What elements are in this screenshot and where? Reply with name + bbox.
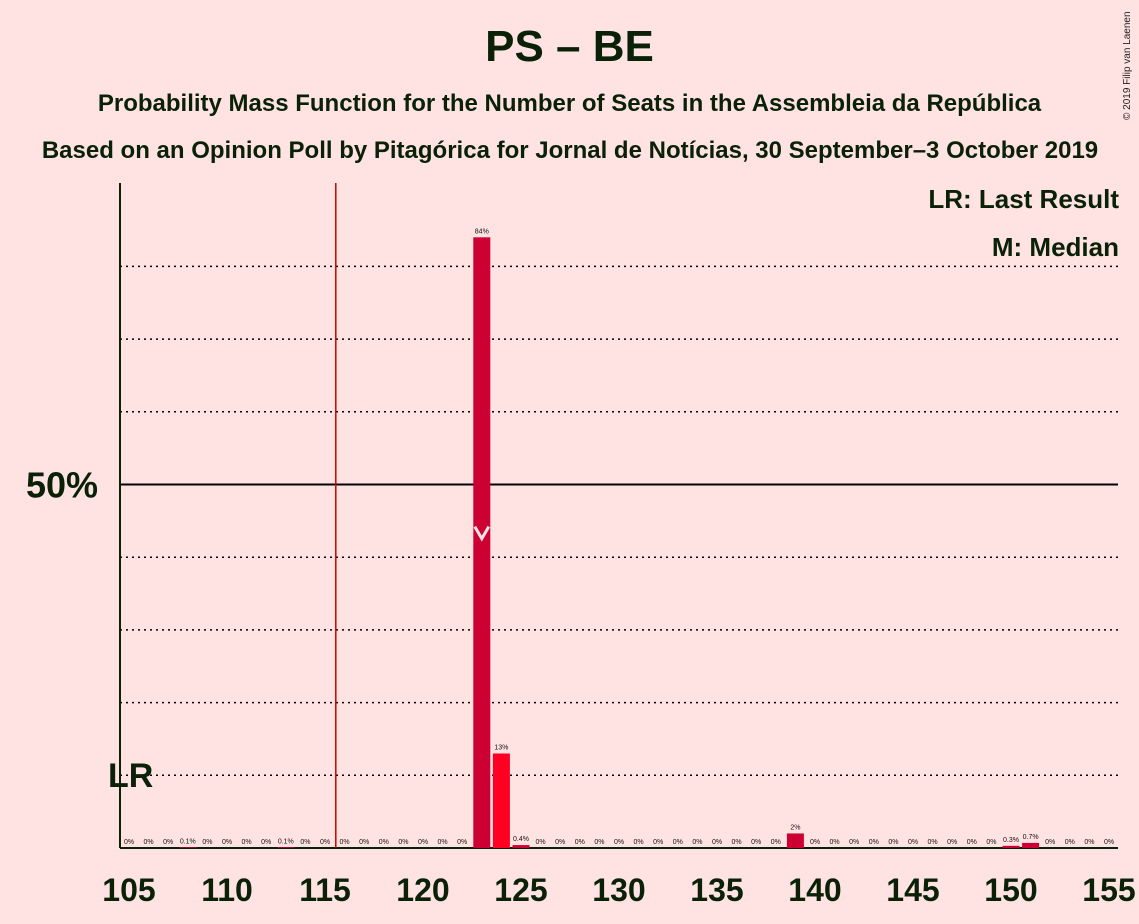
legend-median: M: Median bbox=[991, 232, 1119, 262]
bar-seat-125 bbox=[512, 845, 530, 848]
bar-label-136: 0% bbox=[732, 839, 742, 846]
y-tick-label: 50% bbox=[26, 465, 98, 506]
bar-label-126: 0% bbox=[536, 839, 546, 846]
bar-seat-123 bbox=[473, 237, 491, 848]
bar-seat-150 bbox=[1002, 845, 1020, 848]
bar-label-144: 0% bbox=[888, 839, 898, 846]
bar-label-125: 0.4% bbox=[513, 836, 529, 843]
bar-label-130: 0% bbox=[614, 839, 624, 846]
bar-seat-151 bbox=[1022, 842, 1040, 848]
median-marker bbox=[473, 525, 491, 542]
x-tick-label: 120 bbox=[396, 872, 449, 908]
bar-label-109: 0% bbox=[202, 839, 212, 846]
x-tick-label: 145 bbox=[886, 872, 939, 908]
x-tick-label: 110 bbox=[201, 872, 253, 908]
bar-label-124: 13% bbox=[494, 744, 508, 751]
bar-label-108: 0.1% bbox=[180, 838, 196, 845]
bar-label-112: 0% bbox=[261, 839, 271, 846]
bar-label-118: 0% bbox=[379, 839, 389, 846]
chart-source: Based on an Opinion Poll by Pitagórica f… bbox=[41, 137, 1099, 164]
bar-label-143: 0% bbox=[869, 839, 879, 846]
bar-seat-124 bbox=[492, 753, 510, 848]
bar-label-106: 0% bbox=[144, 839, 154, 846]
bar-label-148: 0% bbox=[967, 839, 977, 846]
x-tick-label: 135 bbox=[690, 872, 743, 908]
bar-label-134: 0% bbox=[692, 839, 702, 846]
bar-label-155: 0% bbox=[1104, 839, 1114, 846]
bar-label-151: 0.7% bbox=[1023, 834, 1039, 841]
x-tick-label: 140 bbox=[788, 872, 841, 908]
bar-label-141: 0% bbox=[830, 839, 840, 846]
bar-label-120: 0% bbox=[418, 839, 428, 846]
bar-label-113: 0.1% bbox=[278, 838, 294, 845]
bar-label-137: 0% bbox=[751, 839, 761, 846]
bar-label-129: 0% bbox=[594, 839, 604, 846]
bar-label-139: 2% bbox=[790, 824, 800, 831]
bar-label-114: 0% bbox=[300, 839, 310, 846]
last-result-label: LR bbox=[108, 757, 153, 795]
bar-label-105: 0% bbox=[124, 839, 134, 846]
bar-label-117: 0% bbox=[359, 839, 369, 846]
bar-label-115: 0% bbox=[320, 839, 330, 846]
bar-label-133: 0% bbox=[673, 839, 683, 846]
bar-label-127: 0% bbox=[555, 839, 565, 846]
bar-label-122: 0% bbox=[457, 839, 467, 846]
bar-label-116: 0% bbox=[340, 839, 350, 846]
bar-label-149: 0% bbox=[986, 839, 996, 846]
bar-label-154: 0% bbox=[1084, 839, 1094, 846]
chart-title: PS – BE bbox=[485, 22, 654, 71]
bar-label-110: 0% bbox=[222, 839, 232, 846]
x-tick-label: 105 bbox=[102, 872, 155, 908]
bar-label-131: 0% bbox=[634, 839, 644, 846]
bar-label-138: 0% bbox=[771, 839, 781, 846]
bar-label-146: 0% bbox=[928, 839, 938, 846]
bar-label-145: 0% bbox=[908, 839, 918, 846]
x-tick-label: 150 bbox=[984, 872, 1037, 908]
x-tick-label: 130 bbox=[592, 872, 645, 908]
bar-seat-113 bbox=[277, 847, 295, 848]
bar-label-128: 0% bbox=[575, 839, 585, 846]
bar-label-150: 0.3% bbox=[1003, 837, 1019, 844]
bar-label-121: 0% bbox=[438, 839, 448, 846]
bar-seat-108 bbox=[179, 847, 197, 848]
x-tick-label: 125 bbox=[494, 872, 547, 908]
chart-subtitle: Probability Mass Function for the Number… bbox=[97, 90, 1042, 117]
bar-label-147: 0% bbox=[947, 839, 957, 846]
bar-label-107: 0% bbox=[163, 839, 173, 846]
bar-label-153: 0% bbox=[1065, 839, 1075, 846]
bar-label-132: 0% bbox=[653, 839, 663, 846]
legend-last-result: LR: Last Result bbox=[928, 184, 1119, 214]
bar-label-111: 0% bbox=[242, 839, 252, 846]
bar-seat-139 bbox=[786, 833, 804, 848]
bar-label-152: 0% bbox=[1045, 839, 1055, 846]
bar-label-119: 0% bbox=[398, 839, 408, 846]
bar-label-123: 84% bbox=[475, 228, 489, 235]
x-tick-label: 155 bbox=[1082, 872, 1135, 908]
x-tick-label: 115 bbox=[299, 872, 351, 908]
bar-label-142: 0% bbox=[849, 839, 859, 846]
bar-label-140: 0% bbox=[810, 839, 820, 846]
bar-label-135: 0% bbox=[712, 839, 722, 846]
